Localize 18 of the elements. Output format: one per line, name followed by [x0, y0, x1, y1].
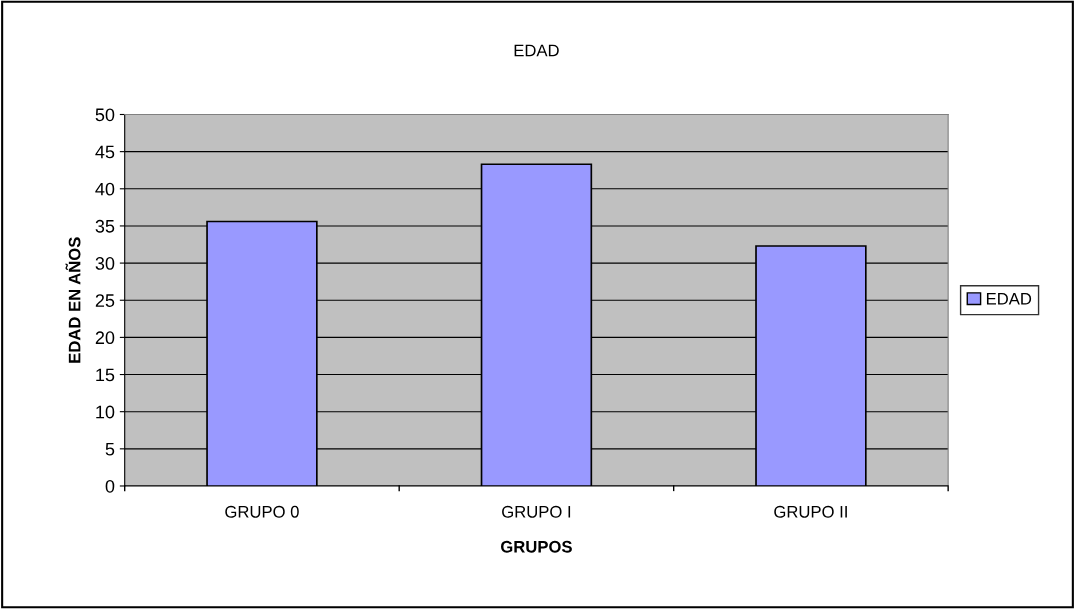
legend-label: EDAD	[986, 293, 1032, 305]
chart-title: EDAD	[514, 44, 559, 57]
y-tick-label: 40	[95, 182, 115, 196]
y-tick-label: 35	[95, 219, 115, 233]
x-axis-title: GRUPOS	[500, 540, 572, 553]
y-tick-label: 0	[105, 479, 115, 493]
y-tick-label: 25	[95, 294, 115, 307]
x-tick-label: GRUPO 0	[225, 505, 299, 518]
x-tick-label: GRUPO II	[774, 505, 847, 518]
y-tick-label: 50	[95, 108, 115, 122]
y-tick-label: 15	[96, 368, 115, 382]
x-tick-label: GRUPO I	[502, 505, 571, 518]
y-tick-label: 45	[95, 145, 115, 159]
y-tick-label: 5	[105, 442, 115, 456]
y-tick-label: 10	[96, 405, 115, 419]
y-axis-title: EDAD EN AÑOS	[65, 237, 81, 363]
y-tick-label: 20	[95, 331, 115, 345]
y-tick-label: 30	[95, 257, 115, 270]
